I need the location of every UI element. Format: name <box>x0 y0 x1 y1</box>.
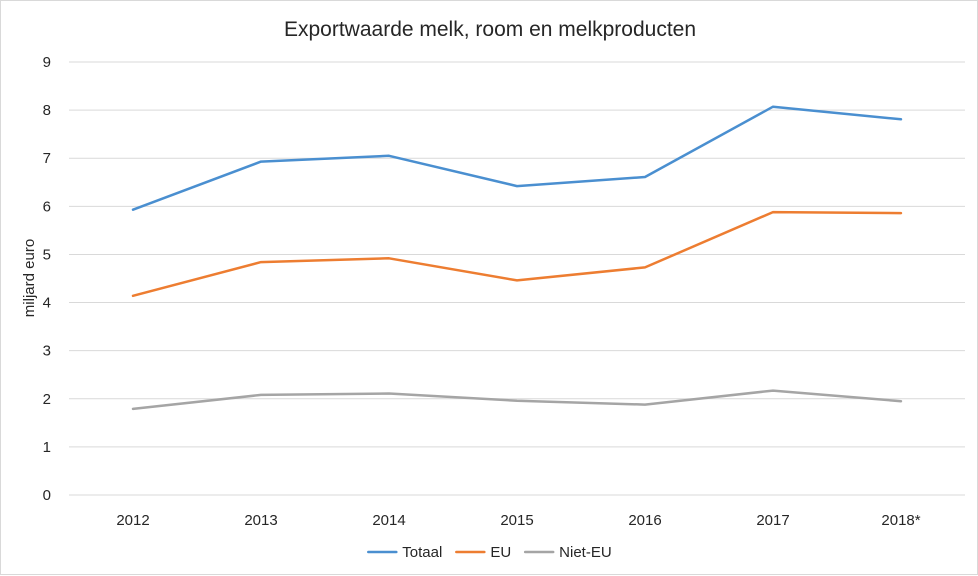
legend-label-totaal: Totaal <box>402 544 442 561</box>
y-axis-ticks: 0 1 2 3 4 5 6 7 8 9 <box>43 54 51 504</box>
y-tick-label: 1 <box>43 439 51 456</box>
series-line-eu <box>131 210 903 298</box>
y-tick-label: 8 <box>43 102 51 119</box>
legend: Totaal EU Niet-EU <box>367 544 612 561</box>
y-tick-label: 5 <box>43 246 51 263</box>
series-line-totaal <box>131 105 903 211</box>
x-axis-ticks: 2012 2013 2014 2015 2016 2017 2018* <box>116 512 920 529</box>
y-tick-label: 7 <box>43 150 51 167</box>
y-tick-label: 2 <box>43 391 51 408</box>
x-tick-label: 2018* <box>881 512 920 529</box>
y-tick-label: 4 <box>43 295 51 312</box>
x-tick-label: 2017 <box>756 512 789 529</box>
chart-title: Exportwaarde melk, room en melkproducten <box>284 18 696 41</box>
legend-label-niet-eu: Niet-EU <box>559 544 612 561</box>
x-tick-label: 2012 <box>116 512 149 529</box>
y-axis-label: miljard euro <box>21 239 38 317</box>
series-line-niet-eu <box>131 389 903 411</box>
x-tick-label: 2016 <box>628 512 661 529</box>
y-tick-label: 9 <box>43 54 51 71</box>
y-tick-label: 3 <box>43 343 51 360</box>
x-tick-label: 2014 <box>372 512 405 529</box>
y-tick-label: 6 <box>43 198 51 215</box>
legend-label-eu: EU <box>490 544 511 561</box>
x-tick-label: 2015 <box>500 512 533 529</box>
y-tick-label: 0 <box>43 487 51 504</box>
x-tick-label: 2013 <box>244 512 277 529</box>
series-lines <box>131 105 903 411</box>
